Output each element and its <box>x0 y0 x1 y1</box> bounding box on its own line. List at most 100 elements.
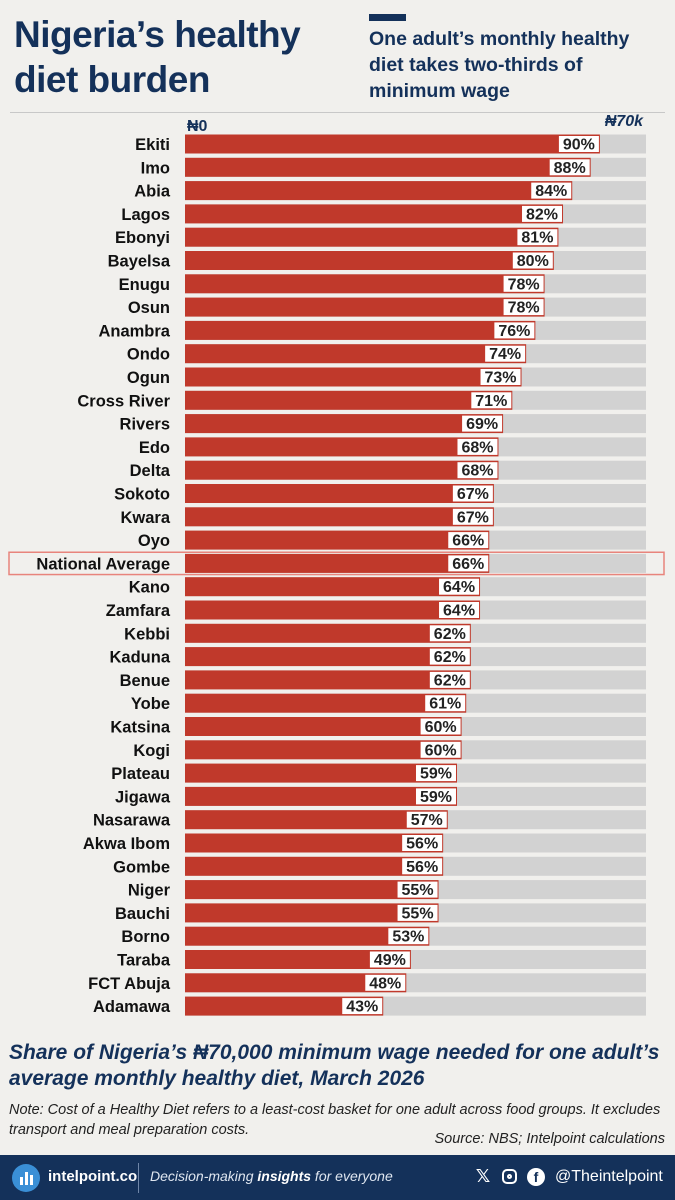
value-label-bg <box>480 369 521 385</box>
bar <box>185 810 448 830</box>
social-links: 𝕏 f @Theintelpoint <box>474 1166 663 1187</box>
category-label: Nasarawa <box>93 812 171 830</box>
value-label-bg <box>522 205 563 222</box>
value-label-bg <box>471 392 512 409</box>
bar <box>185 693 467 713</box>
value-label: 78% <box>508 300 540 317</box>
category-label: Anambra <box>98 322 170 340</box>
category-label: Cross River <box>77 392 170 410</box>
category-label: Delta <box>130 462 171 480</box>
value-label: 62% <box>434 672 466 689</box>
chart-source: Source: NBS; Intelpoint calculations <box>434 1131 665 1147</box>
bar <box>185 740 462 760</box>
value-label: 57% <box>411 812 443 829</box>
value-label: 62% <box>434 649 466 666</box>
value-label: 62% <box>434 626 466 643</box>
bar <box>185 786 457 806</box>
value-label-bg <box>429 625 470 642</box>
value-label: 88% <box>554 160 586 177</box>
value-label-bg <box>462 415 503 432</box>
bar <box>185 320 536 340</box>
value-label-bg <box>397 881 438 898</box>
x-tick-label-max: ₦70k <box>605 113 644 130</box>
footer-tagline: Decision-making insights for everyone <box>150 1168 393 1184</box>
category-label: National Average <box>36 555 170 573</box>
value-label-bg <box>420 718 461 735</box>
value-label-bg <box>388 928 429 945</box>
bar <box>185 181 573 201</box>
header-divider <box>10 112 665 113</box>
tagline-bold: insights <box>257 1168 312 1184</box>
value-label: 74% <box>489 346 521 363</box>
category-label: Borno <box>121 928 170 946</box>
value-label: 67% <box>457 509 489 526</box>
value-label: 81% <box>521 230 553 247</box>
facebook-icon[interactable]: f <box>527 1167 545 1186</box>
social-handle[interactable]: @Theintelpoint <box>555 1167 663 1185</box>
value-label-bg <box>517 229 558 246</box>
value-label: 55% <box>402 905 434 922</box>
category-label: Rivers <box>120 416 170 434</box>
value-label-bg <box>406 811 447 828</box>
category-label: Kogi <box>133 742 170 760</box>
category-label: Abia <box>134 183 171 201</box>
subtitle-accent-bar <box>369 14 406 21</box>
category-label: Kaduna <box>109 649 170 667</box>
value-label: 90% <box>563 137 595 154</box>
tagline-end: for everyone <box>311 1168 393 1184</box>
chart-caption: Share of Nigeria’s ₦70,000 minimum wage … <box>9 1041 660 1090</box>
category-label: Lagos <box>121 206 170 224</box>
bar <box>185 297 545 317</box>
category-label: Ekiti <box>135 136 170 154</box>
value-label-bg <box>365 974 406 991</box>
value-label: 64% <box>443 603 475 620</box>
value-label-bg <box>425 695 466 712</box>
bar <box>185 973 407 993</box>
category-label: Niger <box>128 882 171 900</box>
category-label: Plateau <box>111 765 170 783</box>
category-label: Gombe <box>113 858 170 876</box>
category-label: Kano <box>129 579 170 597</box>
value-label: 49% <box>374 952 406 969</box>
value-label-bg <box>452 508 493 525</box>
value-label-bg <box>429 648 470 665</box>
x-icon[interactable]: 𝕏 <box>475 1166 491 1186</box>
value-label: 68% <box>461 439 493 456</box>
bar <box>185 414 504 434</box>
value-label-bg <box>448 555 489 572</box>
bar <box>185 647 471 667</box>
footer-brand-link[interactable]: intelpoint.co <box>48 1168 138 1185</box>
category-label: Adamawa <box>93 998 171 1016</box>
bar <box>185 903 439 923</box>
category-label: Akwa Ibom <box>83 835 170 853</box>
value-label: 53% <box>392 929 424 946</box>
category-label: Ondo <box>127 346 170 364</box>
value-label: 56% <box>406 859 438 876</box>
instagram-icon[interactable] <box>502 1169 517 1184</box>
value-label-bg <box>503 299 544 316</box>
bar <box>185 553 490 573</box>
value-label-bg <box>558 136 599 152</box>
bar <box>185 763 457 783</box>
value-label-bg <box>415 788 456 805</box>
bar <box>185 507 494 527</box>
category-label: FCT Abuja <box>88 975 171 993</box>
category-label: Imo <box>141 159 170 177</box>
category-label: Bauchi <box>115 905 170 923</box>
bar <box>185 227 559 247</box>
bar <box>185 204 564 224</box>
category-label: Sokoto <box>114 486 170 504</box>
value-label-bg <box>512 252 553 269</box>
category-label: Zamfara <box>106 602 171 620</box>
bar <box>185 670 471 690</box>
value-label: 66% <box>452 533 484 550</box>
value-label: 43% <box>346 999 378 1016</box>
category-label: Jigawa <box>115 788 171 806</box>
value-label: 71% <box>475 393 507 410</box>
value-label: 82% <box>526 206 558 223</box>
bar <box>185 530 490 550</box>
value-label: 61% <box>429 696 461 713</box>
value-label: 69% <box>466 416 498 433</box>
category-label: Bayelsa <box>108 253 171 271</box>
highlight-box <box>8 551 665 576</box>
